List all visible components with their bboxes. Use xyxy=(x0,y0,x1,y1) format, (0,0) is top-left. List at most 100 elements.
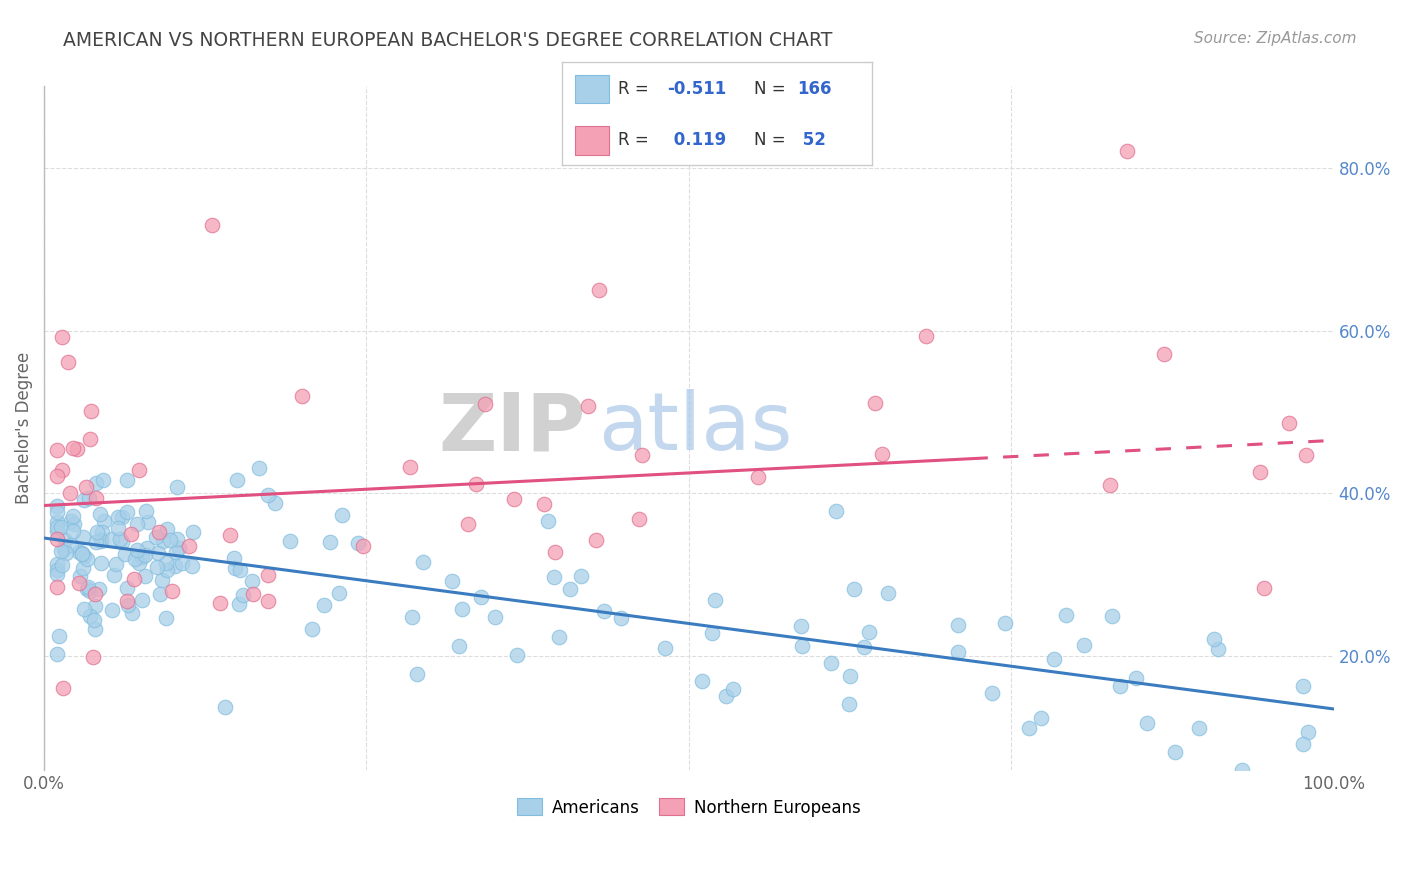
Point xyxy=(166,532,188,546)
Point xyxy=(46,443,69,458)
Text: R =: R = xyxy=(619,80,648,98)
Point xyxy=(533,497,555,511)
Point xyxy=(401,609,423,624)
Point xyxy=(318,535,340,549)
Text: 0.119: 0.119 xyxy=(668,131,725,149)
Point xyxy=(114,547,136,561)
Point xyxy=(115,594,138,608)
Point xyxy=(1296,724,1319,739)
Point xyxy=(330,508,353,522)
Point xyxy=(89,507,111,521)
Point xyxy=(1164,745,1187,759)
Point xyxy=(76,581,98,595)
Point xyxy=(946,645,969,659)
Point xyxy=(107,510,129,524)
Point xyxy=(145,530,167,544)
Text: ZIP: ZIP xyxy=(439,389,586,467)
Point xyxy=(72,530,94,544)
Text: Source: ZipAtlas.com: Source: ZipAtlas.com xyxy=(1194,31,1357,46)
Point xyxy=(46,532,69,546)
Point xyxy=(264,496,287,510)
Point xyxy=(73,549,96,563)
Point xyxy=(75,479,97,493)
Point xyxy=(1125,671,1147,685)
Point xyxy=(46,524,69,538)
Point xyxy=(152,534,174,549)
Point xyxy=(1253,582,1275,596)
Point xyxy=(148,524,170,539)
Point xyxy=(474,397,496,411)
Point xyxy=(79,608,101,623)
Point xyxy=(242,586,264,600)
Point xyxy=(165,559,187,574)
Y-axis label: Bachelor's Degree: Bachelor's Degree xyxy=(15,352,32,504)
Point xyxy=(1042,652,1064,666)
Point xyxy=(240,574,263,589)
Point xyxy=(627,511,650,525)
Text: 166: 166 xyxy=(797,80,832,98)
Point xyxy=(105,557,128,571)
Point xyxy=(172,556,194,570)
Point xyxy=(107,521,129,535)
Point xyxy=(714,690,737,704)
Text: -0.511: -0.511 xyxy=(668,80,727,98)
Point xyxy=(457,516,479,531)
Point xyxy=(51,558,73,573)
Point xyxy=(46,557,69,571)
Point xyxy=(502,492,524,507)
Point xyxy=(124,572,146,586)
Point xyxy=(159,533,181,548)
Point xyxy=(1295,449,1317,463)
Point xyxy=(1249,465,1271,479)
Point xyxy=(1204,632,1226,646)
Point xyxy=(877,586,900,600)
Point xyxy=(156,523,179,537)
Point xyxy=(226,473,249,487)
Point xyxy=(89,582,111,596)
Point xyxy=(224,550,246,565)
Point xyxy=(155,610,177,624)
Point xyxy=(84,587,107,601)
Point xyxy=(76,552,98,566)
Point xyxy=(46,499,69,513)
Point xyxy=(167,541,190,556)
Point xyxy=(53,533,76,547)
Point xyxy=(1292,737,1315,751)
Point xyxy=(111,535,134,549)
Text: atlas: atlas xyxy=(599,389,793,467)
Point xyxy=(82,649,104,664)
Point xyxy=(67,575,90,590)
Point xyxy=(690,674,713,689)
Point xyxy=(66,442,89,456)
Point xyxy=(449,639,471,653)
Point xyxy=(825,503,848,517)
Point xyxy=(69,569,91,583)
Point xyxy=(59,538,82,552)
Point xyxy=(631,449,654,463)
Point xyxy=(352,539,374,553)
Point xyxy=(1188,721,1211,735)
Point xyxy=(451,602,474,616)
Point xyxy=(73,602,96,616)
Point xyxy=(46,580,69,594)
Point xyxy=(62,508,84,523)
Point xyxy=(46,515,69,529)
Point xyxy=(165,545,187,559)
Point xyxy=(208,596,231,610)
Text: AMERICAN VS NORTHERN EUROPEAN BACHELOR'S DEGREE CORRELATION CHART: AMERICAN VS NORTHERN EUROPEAN BACHELOR'S… xyxy=(63,31,832,50)
Point xyxy=(86,535,108,549)
Point xyxy=(1116,145,1139,159)
Bar xyxy=(575,75,609,103)
Point xyxy=(790,618,813,632)
Point xyxy=(117,581,139,595)
Legend: Americans, Northern Europeans: Americans, Northern Europeans xyxy=(510,792,868,823)
Point xyxy=(150,574,173,588)
Point xyxy=(73,493,96,508)
Point xyxy=(134,569,156,583)
Text: N =: N = xyxy=(754,131,786,149)
Point xyxy=(214,699,236,714)
Point xyxy=(181,559,204,574)
Point xyxy=(59,514,82,528)
Point xyxy=(219,528,242,542)
Point xyxy=(1073,638,1095,652)
